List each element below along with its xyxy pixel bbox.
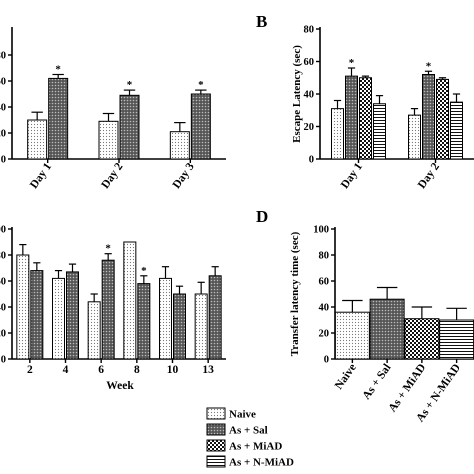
- legend-swatch-2: [206, 439, 226, 452]
- bar-c-3-1: [137, 283, 151, 360]
- y-tick-label-b-2: 40: [304, 90, 315, 101]
- bar-a-1-1: [119, 94, 140, 160]
- y-tick-label-a-3: 60: [0, 77, 6, 88]
- y-tick-label-a-0: 0: [1, 155, 6, 166]
- bar-b-0-1: [345, 75, 358, 160]
- y-tick-label-c-5: 100: [0, 225, 6, 236]
- significance-star-a-0-1: *: [55, 64, 61, 76]
- significance-star-a-2-1: *: [198, 79, 204, 91]
- x-tick-label-c-5: 13: [202, 364, 214, 376]
- y-axis-title-b: Escape Latency (sec): [291, 45, 303, 143]
- y-tick-label-c-4: 80: [0, 251, 6, 262]
- legend-swatch-0: [206, 407, 226, 420]
- bar-c-1-0: [52, 277, 65, 360]
- bar-c-2-0: [87, 301, 101, 360]
- bar-d-0-0: [334, 311, 370, 360]
- bar-b-0-0: [331, 108, 344, 160]
- x-tick-label-a-2: Day 3: [171, 161, 197, 191]
- legend: Naive As + Sal As + MiAD As + N-MiAD: [206, 407, 294, 469]
- y-tick-label-d-1: 20: [319, 329, 330, 340]
- bar-c-1-1: [66, 271, 79, 360]
- x-tick-label-b-0: Day 1: [339, 161, 365, 191]
- significance-star-b-0-1: *: [349, 57, 355, 69]
- chart-panel-c: 0 20 40 60 80 100 2 4 * 6 * 8 10 13 Week: [0, 225, 226, 392]
- bar-c-5-1: [208, 275, 222, 360]
- y-tick-label-b-3: 60: [304, 57, 315, 68]
- bar-d-1-0: [369, 298, 405, 360]
- bar-b-1-0: [408, 114, 421, 160]
- bar-c-4-0: [159, 277, 172, 360]
- bar-a-2-0: [169, 131, 190, 160]
- bar-c-3-0: [123, 241, 137, 360]
- legend-label-1: As + Sal: [229, 425, 268, 437]
- bar-b-1-3: [450, 101, 463, 160]
- y-tick-label-d-3: 60: [319, 277, 330, 288]
- bar-a-2-1: [190, 93, 211, 160]
- significance-star-c-2-1: *: [105, 243, 111, 255]
- legend-swatch-1: [206, 423, 226, 436]
- legend-label-2: As + MiAD: [229, 441, 282, 453]
- x-axis-title-c: Week: [106, 380, 134, 392]
- bar-d-2-0: [404, 318, 440, 360]
- x-tick-label-c-4: 10: [167, 364, 179, 376]
- y-tick-label-c-2: 40: [0, 303, 6, 314]
- x-tick-label-c-2: 6: [98, 364, 104, 376]
- bar-d-3-0: [439, 319, 474, 360]
- x-tick-label-c-3: 8: [134, 364, 140, 376]
- bar-b-1-1: [422, 74, 435, 160]
- x-tick-label-a-0: Day 1: [28, 161, 54, 191]
- y-tick-label-a-2: 40: [0, 103, 6, 114]
- legend-swatch-3: [206, 455, 226, 468]
- bar-a-0-0: [27, 119, 48, 160]
- chart-panel-d: 0 20 40 60 80 100 Transfer latency time (sec) N…: [289, 225, 474, 424]
- bar-b-0-2: [359, 77, 372, 160]
- x-tick-label-d-0: Naive: [333, 362, 359, 392]
- chart-panel-a: 0 20 40 60 80 * Day 1 * Day 2 * Day 3: [0, 27, 226, 191]
- x-tick-label-a-1: Day 2: [99, 161, 125, 191]
- panel-label-b: B: [256, 12, 267, 31]
- x-tick-label-c-1: 4: [63, 364, 69, 376]
- significance-star-b-1-1: *: [426, 60, 432, 72]
- significance-star-c-3-1: *: [141, 265, 147, 277]
- x-tick-label-c-0: 2: [27, 364, 33, 376]
- y-axis-title-d: Transfer latency time (sec): [289, 231, 301, 356]
- significance-star-a-1-1: *: [127, 79, 133, 91]
- y-tick-label-a-1: 20: [0, 129, 6, 140]
- y-tick-label-b-1: 20: [304, 122, 315, 133]
- panel-label-d: D: [256, 207, 268, 226]
- bar-b-0-3: [373, 103, 386, 160]
- y-tick-label-c-1: 20: [0, 329, 6, 340]
- bar-c-5-0: [194, 293, 208, 360]
- bar-c-0-1: [30, 270, 44, 360]
- y-tick-label-c-0: 0: [1, 355, 6, 366]
- y-tick-label-c-3: 60: [0, 277, 6, 288]
- bar-c-4-1: [173, 293, 186, 360]
- bar-a-0-1: [48, 77, 69, 160]
- x-tick-label-b-1: Day 2: [416, 161, 442, 191]
- bar-a-1-0: [98, 120, 119, 160]
- y-tick-label-d-2: 40: [319, 303, 330, 314]
- legend-label-0: Naive: [229, 409, 256, 421]
- bar-c-0-0: [16, 254, 30, 360]
- y-tick-label-a-4: 80: [0, 51, 6, 62]
- y-tick-label-b-0: 0: [309, 155, 314, 166]
- bar-b-1-2: [436, 78, 449, 160]
- y-tick-label-d-5: 100: [313, 225, 329, 236]
- legend-label-3: As + N-MiAD: [229, 457, 294, 469]
- y-tick-label-d-0: 0: [324, 355, 329, 366]
- y-tick-label-d-4: 80: [319, 251, 330, 262]
- y-tick-label-b-4: 80: [304, 25, 315, 36]
- bar-c-2-1: [101, 259, 115, 360]
- x-tick-label-d-1: As + Sal: [361, 362, 394, 402]
